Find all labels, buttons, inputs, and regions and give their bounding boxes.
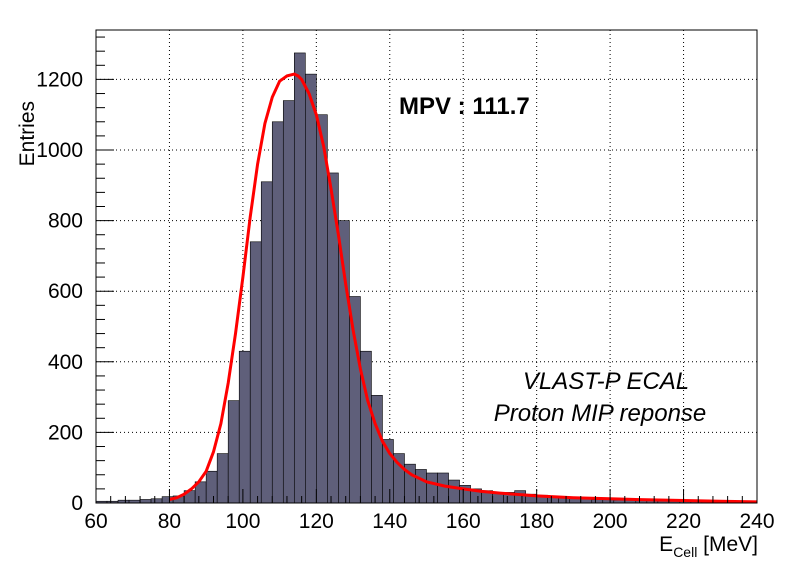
y-tick-label: 1200 xyxy=(36,68,83,91)
histogram-bar xyxy=(216,453,229,504)
histogram-bar xyxy=(514,490,526,504)
x-tick-label: 180 xyxy=(519,510,554,533)
x-axis-title-sub: Cell xyxy=(673,544,697,560)
x-tick-label: 240 xyxy=(739,510,774,533)
x-tick-label: 160 xyxy=(446,510,481,533)
y-tick-label: 0 xyxy=(71,492,83,515)
y-tick-label: 1000 xyxy=(36,139,83,162)
x-axis-title-main: E xyxy=(659,533,673,556)
axis-ticks xyxy=(95,36,758,504)
histogram-bar xyxy=(282,100,295,504)
x-tick-label: 120 xyxy=(299,510,334,533)
histogram-bar xyxy=(305,73,317,504)
histogram-bar xyxy=(448,479,460,504)
y-tick-label: 800 xyxy=(48,210,83,233)
mpv-annotation: MPV : 111.7 xyxy=(399,93,530,120)
y-tick-label: 600 xyxy=(48,280,83,303)
y-tick-label: 200 xyxy=(48,421,83,444)
x-axis-title: ECell [MeV] xyxy=(659,533,758,560)
histogram-bar xyxy=(205,470,218,504)
histogram-bar xyxy=(260,181,273,504)
x-tick-label: 140 xyxy=(372,510,407,533)
response-annotation: Proton MIP reponse xyxy=(494,400,707,427)
histogram-bar xyxy=(316,114,328,504)
x-tick-labels: 60 80 100 120 140 160 180 200 220 240 xyxy=(84,510,774,533)
histogram-bar xyxy=(238,350,251,504)
x-tick-label: 60 xyxy=(84,510,107,533)
histogram-bar xyxy=(227,400,240,504)
histogram-bar xyxy=(293,52,306,504)
y-tick-label: 400 xyxy=(48,351,83,374)
detector-annotation: VLAST-P ECAL xyxy=(523,368,689,395)
x-axis-title-unit: [MeV] xyxy=(697,533,758,556)
x-tick-label: 100 xyxy=(225,510,260,533)
histogram-bar xyxy=(426,472,438,504)
y-tick-labels: 0 200 400 600 800 1000 1200 xyxy=(36,68,83,515)
y-axis-title: Entries xyxy=(16,101,39,166)
histogram-bar xyxy=(139,499,152,504)
histogram-bars xyxy=(95,52,758,504)
histogram-bar xyxy=(371,395,383,504)
histogram-bar xyxy=(349,296,361,504)
x-tick-label: 80 xyxy=(158,510,181,533)
x-tick-label: 200 xyxy=(593,510,628,533)
histogram-bar xyxy=(249,241,262,504)
histogram-bar xyxy=(271,121,284,504)
histogram-bar xyxy=(415,469,427,504)
histogram-bar xyxy=(437,472,449,504)
fit-curve xyxy=(169,72,758,504)
histogram-bar xyxy=(150,498,163,504)
x-tick-label: 220 xyxy=(666,510,701,533)
plot-frame xyxy=(95,29,758,504)
